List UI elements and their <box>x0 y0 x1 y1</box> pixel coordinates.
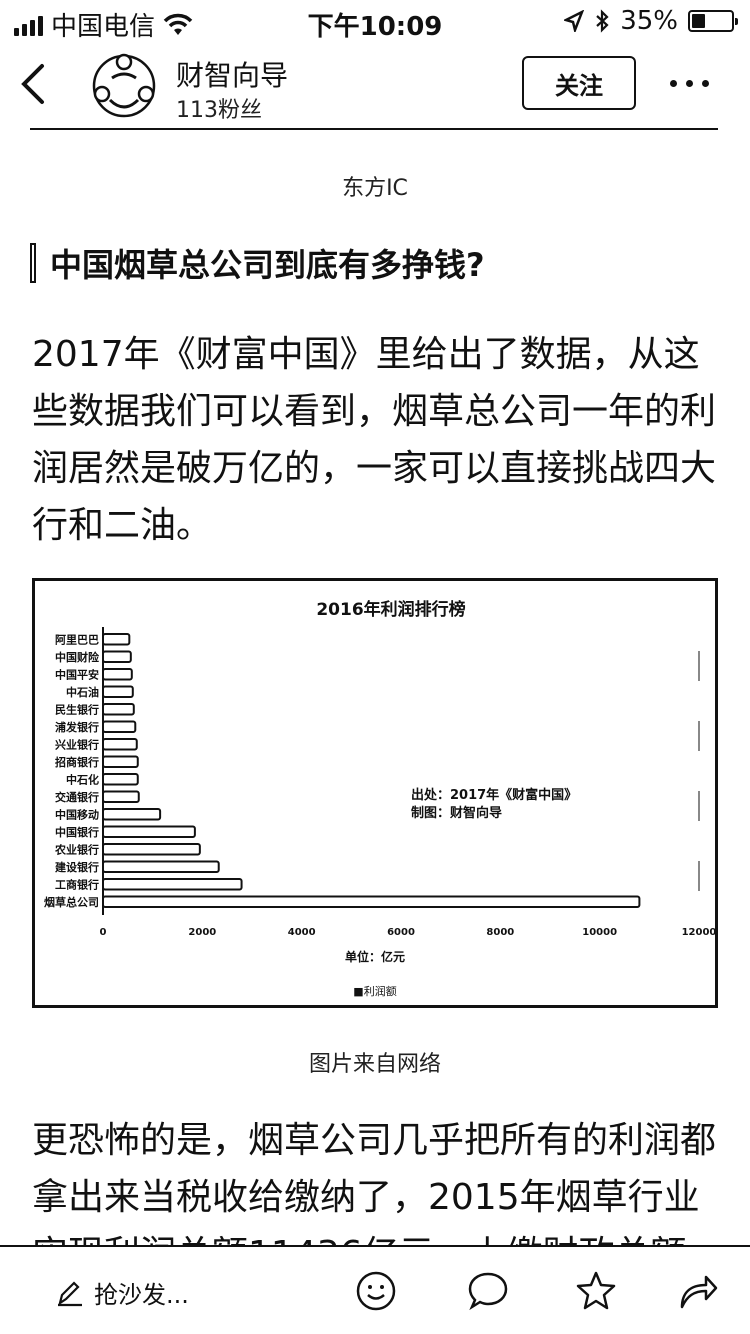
more-options-icon[interactable] <box>670 70 720 96</box>
chart-bar <box>102 650 132 663</box>
avatar[interactable] <box>86 48 162 124</box>
chart-category-label: 中国财险 <box>55 650 100 664</box>
battery-percent: 35% <box>620 6 678 36</box>
account-name[interactable]: 财智向导 <box>176 59 289 92</box>
account-header: 财智向导 113粉丝 关注 <box>0 40 750 130</box>
image-caption: 图片来自网络 <box>308 1052 441 1077</box>
pencil-icon <box>58 1280 82 1306</box>
chart-category-label: 建设银行 <box>55 860 99 874</box>
chart-category-label: 中国平安 <box>55 668 99 682</box>
battery-icon <box>688 10 738 32</box>
comment-bubble-icon[interactable] <box>466 1269 510 1313</box>
chart-category-label: 烟草总公司 <box>44 895 99 909</box>
chart-x-tick-label: 4000 <box>288 927 316 938</box>
chart-x-tick-label: 12000 <box>682 927 715 938</box>
chart-bar <box>102 720 137 733</box>
smiley-icon[interactable] <box>354 1269 398 1313</box>
chart-bar <box>102 860 220 873</box>
status-bar: 中国电信 下午10:09 35% <box>0 0 750 43</box>
chart-bar <box>102 738 138 751</box>
chart-x-tick-label: 8000 <box>486 927 514 938</box>
chart-x-tick-label: 10000 <box>582 927 617 938</box>
chart-category-label: 工商银行 <box>55 878 99 892</box>
chart-annotation: 制图：财智向导 <box>411 805 502 821</box>
bottom-action-bar: 抢沙发... <box>0 1245 750 1334</box>
chart-bar <box>102 685 134 698</box>
comment-entry[interactable]: 抢沙发... <box>56 1275 189 1310</box>
status-left: 中国电信 <box>14 6 193 43</box>
signal-bars-icon <box>14 14 43 36</box>
bluetooth-icon <box>596 9 609 33</box>
profit-ranking-chart: 2016年利润排行榜阿里巴巴中国财险中国平安中石油民生银行浦发银行兴业银行招商银… <box>44 599 715 998</box>
chart-bar <box>102 633 131 646</box>
chart-bar <box>102 808 162 821</box>
chart-legend: ■利润额 <box>353 984 396 998</box>
chart-category-label: 阿里巴巴 <box>55 633 99 647</box>
chart-x-tick-label: 2000 <box>188 927 216 938</box>
carrier-label: 中国电信 <box>51 12 156 42</box>
heading-marker <box>30 243 36 283</box>
chart-bar <box>102 825 196 838</box>
chart-category-label: 中石化 <box>66 773 99 787</box>
chart-bar <box>102 773 139 786</box>
heading-text: 中国烟草总公司到底有多挣钱? <box>50 246 485 284</box>
article-chart-image[interactable]: 2016年利润排行榜阿里巴巴中国财险中国平安中石油民生银行浦发银行兴业银行招商银… <box>32 578 718 1008</box>
chart-category-label: 兴业银行 <box>55 738 99 752</box>
chart-bar <box>102 668 133 681</box>
header-divider <box>30 128 718 130</box>
chart-category-label: 中国移动 <box>55 808 99 822</box>
chart-category-label: 招商银行 <box>55 755 99 769</box>
star-icon[interactable] <box>574 1269 618 1313</box>
chart-bar <box>102 703 135 716</box>
chart-category-label: 中石油 <box>66 685 99 699</box>
chart-category-label: 民生银行 <box>55 703 99 717</box>
chart-bar <box>102 790 140 803</box>
chart-x-tick-label: 0 <box>100 927 107 938</box>
share-arrow-icon[interactable] <box>676 1269 720 1313</box>
chart-category-label: 浦发银行 <box>55 720 99 734</box>
chart-bar <box>102 755 139 768</box>
image-source: 东方IC <box>342 176 408 201</box>
chart-category-label: 交通银行 <box>55 790 99 804</box>
comment-placeholder: 抢沙发... <box>94 1281 189 1309</box>
chart-x-tick-label: 6000 <box>387 927 415 938</box>
chart-bar <box>102 843 201 856</box>
paragraph-1: 2017年《财富中国》里给出了数据，从这些数据我们可以看到，烟草总公司一年的利润… <box>32 334 717 546</box>
back-chevron-icon[interactable] <box>18 62 48 106</box>
chart-category-label: 农业银行 <box>54 843 99 857</box>
chart-bar <box>102 895 641 908</box>
chart-bar <box>102 878 243 891</box>
location-arrow-icon <box>564 10 585 32</box>
fans-count: 113粉丝 <box>176 98 262 123</box>
section-heading: 中国烟草总公司到底有多挣钱? <box>30 240 485 286</box>
status-time: 下午10:09 <box>307 12 443 42</box>
follow-button[interactable]: 关注 <box>522 56 636 110</box>
chart-category-label: 中国银行 <box>55 825 99 839</box>
chart-x-axis-label: 单位：亿元 <box>345 949 405 964</box>
chart-annotation: 出处：2017年《财富中国》 <box>411 787 577 803</box>
wifi-icon <box>163 13 193 35</box>
status-right: 35% <box>564 6 738 36</box>
chart-title: 2016年利润排行榜 <box>316 599 465 620</box>
